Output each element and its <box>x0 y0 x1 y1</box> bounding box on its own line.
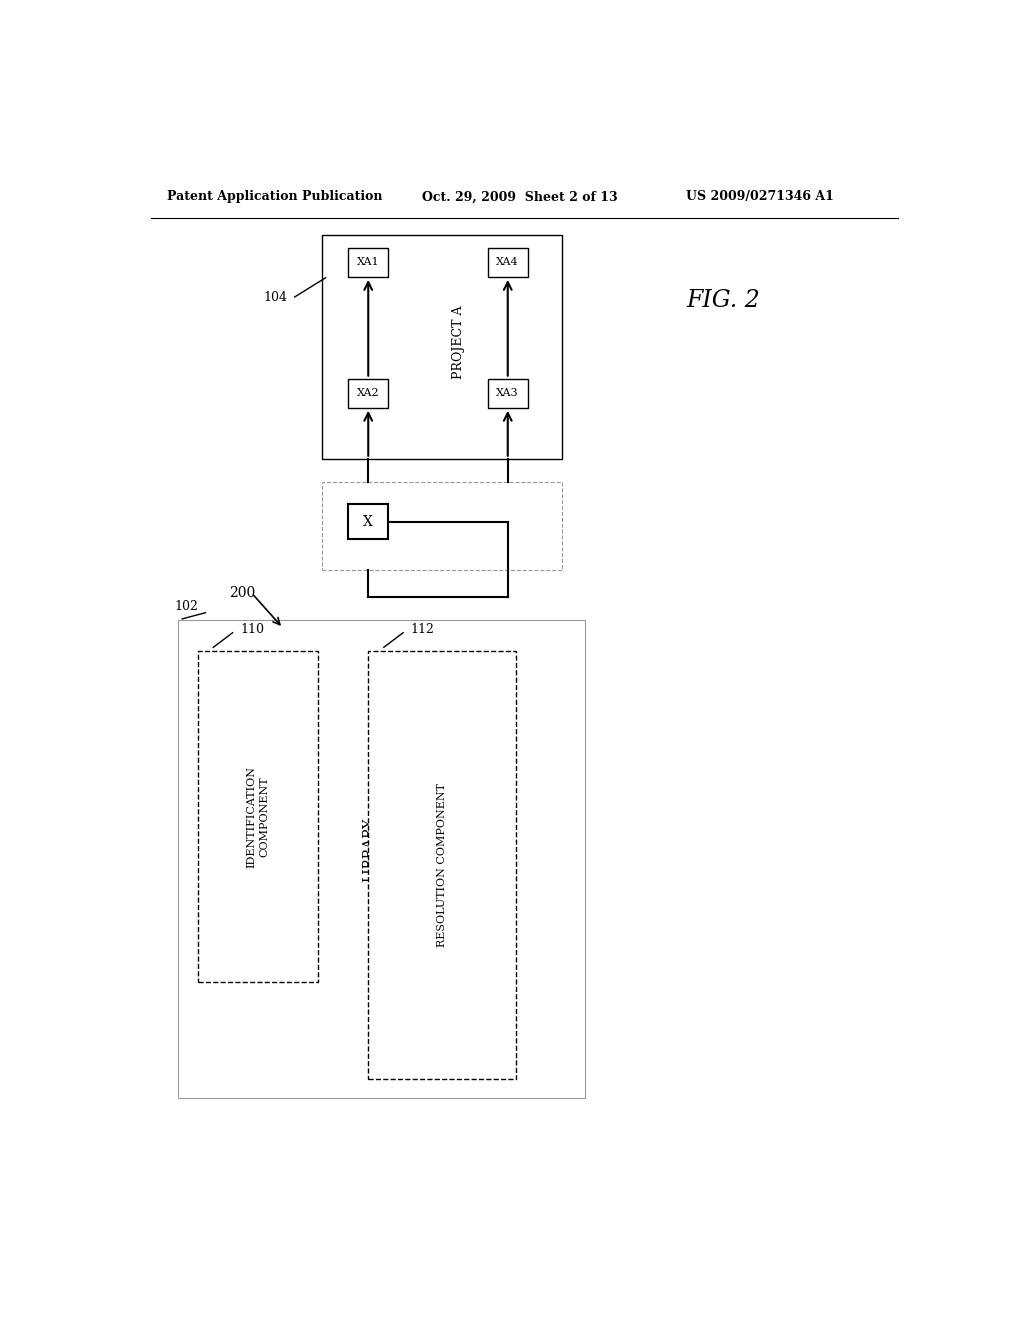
Text: LIBRARY: LIBRARY <box>362 817 377 882</box>
Bar <box>348 504 388 539</box>
Bar <box>487 248 528 277</box>
Text: PROJECT A: PROJECT A <box>453 306 465 379</box>
Text: XA2: XA2 <box>357 388 380 399</box>
Text: 104: 104 <box>263 290 288 304</box>
Bar <box>198 651 317 982</box>
Bar <box>348 248 388 277</box>
Text: 112: 112 <box>411 623 435 636</box>
Text: Oct. 29, 2009  Sheet 2 of 13: Oct. 29, 2009 Sheet 2 of 13 <box>423 190 618 203</box>
Text: IDENTIFICATION
COMPONENT: IDENTIFICATION COMPONENT <box>246 766 269 867</box>
Text: XA4: XA4 <box>497 257 519 268</box>
Text: FIG. 2: FIG. 2 <box>686 289 760 313</box>
Text: XA3: XA3 <box>497 388 519 399</box>
Text: 110: 110 <box>241 623 264 636</box>
Text: US 2009/0271346 A1: US 2009/0271346 A1 <box>686 190 834 203</box>
Bar <box>178 620 586 1098</box>
Bar <box>348 379 388 408</box>
Text: RESOLUTION COMPONENT: RESOLUTION COMPONENT <box>437 783 446 946</box>
Text: XA1: XA1 <box>357 257 380 268</box>
Text: 200: 200 <box>228 586 255 601</box>
Text: X: X <box>364 515 373 528</box>
Bar <box>487 379 528 408</box>
Text: Patent Application Publication: Patent Application Publication <box>167 190 382 203</box>
Bar <box>322 235 562 459</box>
Bar <box>322 482 562 570</box>
Bar <box>369 651 515 1078</box>
Text: 102: 102 <box>174 601 199 612</box>
